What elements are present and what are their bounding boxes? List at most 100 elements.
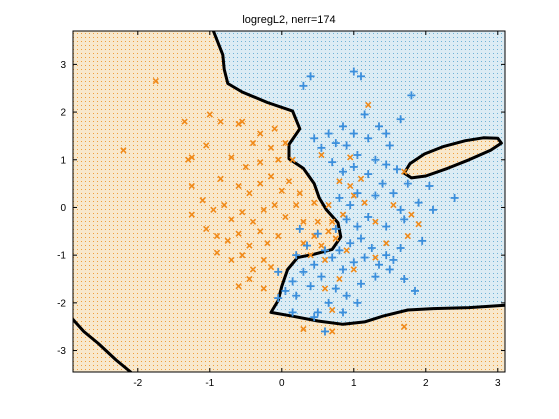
x-marker-point	[408, 211, 415, 218]
x-marker-point	[260, 256, 267, 264]
plus-marker-point	[310, 313, 319, 322]
plus-marker-point	[349, 67, 358, 76]
plus-marker-point	[450, 193, 459, 202]
x-tick-label: -1	[205, 378, 214, 389]
y-tick-label: 1	[60, 155, 66, 166]
plus-marker-point	[346, 201, 355, 210]
x-marker-point	[383, 240, 390, 247]
x-marker-point	[239, 118, 246, 125]
plus-marker-point	[400, 275, 409, 283]
x-marker-point	[321, 256, 329, 264]
x-marker-point	[257, 180, 264, 187]
x-marker-point	[206, 111, 213, 118]
plus-marker-point	[295, 224, 304, 233]
plus-marker-point	[371, 272, 380, 281]
plus-marker-point	[385, 265, 394, 274]
x-marker-point	[329, 328, 336, 335]
plus-marker-point	[339, 308, 347, 317]
plus-marker-point	[339, 122, 347, 131]
plus-marker-point	[360, 253, 369, 262]
plus-marker-point	[353, 222, 362, 231]
boundary-line-1	[73, 318, 133, 372]
x-marker-point	[350, 266, 357, 273]
x-marker-point	[336, 275, 343, 283]
x-marker-point	[235, 282, 242, 290]
plus-marker-point	[306, 72, 315, 81]
x-marker-point	[318, 242, 325, 249]
x-marker-point	[217, 175, 224, 183]
plus-marker-point	[414, 198, 423, 207]
plus-marker-point	[375, 260, 383, 269]
x-marker-point	[282, 139, 289, 147]
plus-marker-point	[342, 215, 351, 224]
x-marker-point	[257, 228, 264, 235]
x-tick-label: 2	[423, 378, 429, 389]
x-marker-point	[285, 178, 293, 185]
plus-marker-point	[321, 327, 329, 336]
x-marker-point	[120, 147, 127, 154]
plus-marker-point	[371, 191, 380, 200]
plus-marker-point	[382, 129, 391, 138]
plus-marker-point	[328, 158, 337, 167]
plus-marker-point	[339, 167, 347, 176]
x-marker-point	[267, 263, 275, 271]
x-marker-point	[152, 77, 159, 85]
plus-marker-point	[342, 141, 351, 150]
plot-area	[73, 31, 505, 372]
boundary-line-2	[402, 136, 503, 180]
plus-marker-point	[364, 213, 373, 221]
plus-marker-point	[378, 179, 387, 188]
x-marker-point	[235, 230, 242, 237]
plus-marker-point	[313, 229, 322, 238]
plus-marker-point	[306, 282, 315, 291]
x-marker-point	[300, 218, 307, 225]
plus-marker-point	[274, 294, 283, 303]
x-marker-point	[278, 187, 285, 194]
x-marker-point	[329, 306, 336, 314]
plus-marker-point	[382, 251, 391, 260]
x-marker-point	[235, 182, 242, 190]
x-marker-point	[267, 144, 275, 152]
x-marker-point	[357, 175, 365, 183]
x-marker-point	[228, 256, 235, 264]
plus-marker-point	[403, 179, 412, 188]
x-marker-point	[213, 232, 221, 240]
plus-marker-point	[310, 260, 319, 269]
plus-marker-point	[364, 134, 373, 143]
y-tick-label: 2	[60, 108, 66, 119]
plus-marker-point	[335, 246, 344, 255]
x-marker-point	[260, 285, 267, 292]
y-tick-label: -1	[57, 251, 66, 262]
x-marker-point	[296, 189, 303, 197]
x-tick-label: 1	[351, 378, 357, 389]
x-marker-point	[242, 163, 249, 171]
x-marker-point	[239, 251, 246, 259]
plus-marker-point	[411, 286, 419, 295]
plus-marker-point	[331, 139, 340, 148]
plus-marker-point	[339, 265, 347, 274]
plus-marker-point	[375, 122, 383, 131]
plus-marker-point	[292, 251, 301, 260]
x-marker-point	[329, 218, 336, 225]
x-marker-point	[343, 247, 350, 254]
x-marker-point	[361, 199, 368, 206]
plus-marker-point	[418, 236, 427, 245]
plus-marker-point	[396, 115, 405, 124]
x-marker-point	[221, 201, 228, 209]
x-marker-point	[372, 218, 379, 225]
plus-marker-point	[367, 244, 376, 252]
x-marker-point	[260, 206, 267, 214]
x-marker-point	[228, 216, 235, 223]
y-tick-label: 3	[60, 60, 66, 71]
x-marker-point	[311, 199, 318, 206]
y-axis: 3 2 1 0 -1 -2 -3	[57, 60, 505, 357]
plus-marker-point	[346, 239, 355, 248]
data-points	[120, 67, 459, 336]
x-marker-point	[415, 220, 422, 228]
class1-region	[73, 31, 505, 372]
plus-marker-point	[371, 155, 380, 164]
plus-marker-point	[288, 308, 297, 317]
x-marker-point	[336, 178, 343, 185]
plus-marker-point	[400, 215, 409, 224]
plus-marker-point	[360, 110, 369, 119]
